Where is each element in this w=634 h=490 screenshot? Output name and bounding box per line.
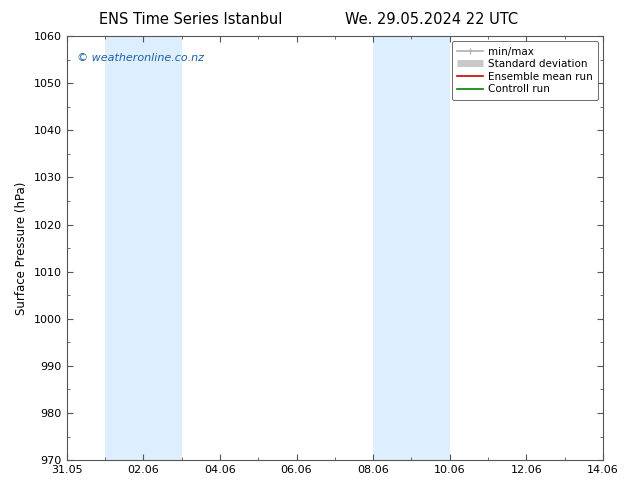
Legend: min/max, Standard deviation, Ensemble mean run, Controll run: min/max, Standard deviation, Ensemble me… — [451, 41, 598, 99]
Text: ENS Time Series Istanbul: ENS Time Series Istanbul — [98, 12, 282, 27]
Bar — [373, 36, 450, 460]
Bar — [105, 36, 181, 460]
Text: © weatheronline.co.nz: © weatheronline.co.nz — [77, 53, 204, 63]
Text: We. 29.05.2024 22 UTC: We. 29.05.2024 22 UTC — [344, 12, 518, 27]
Y-axis label: Surface Pressure (hPa): Surface Pressure (hPa) — [15, 181, 28, 315]
